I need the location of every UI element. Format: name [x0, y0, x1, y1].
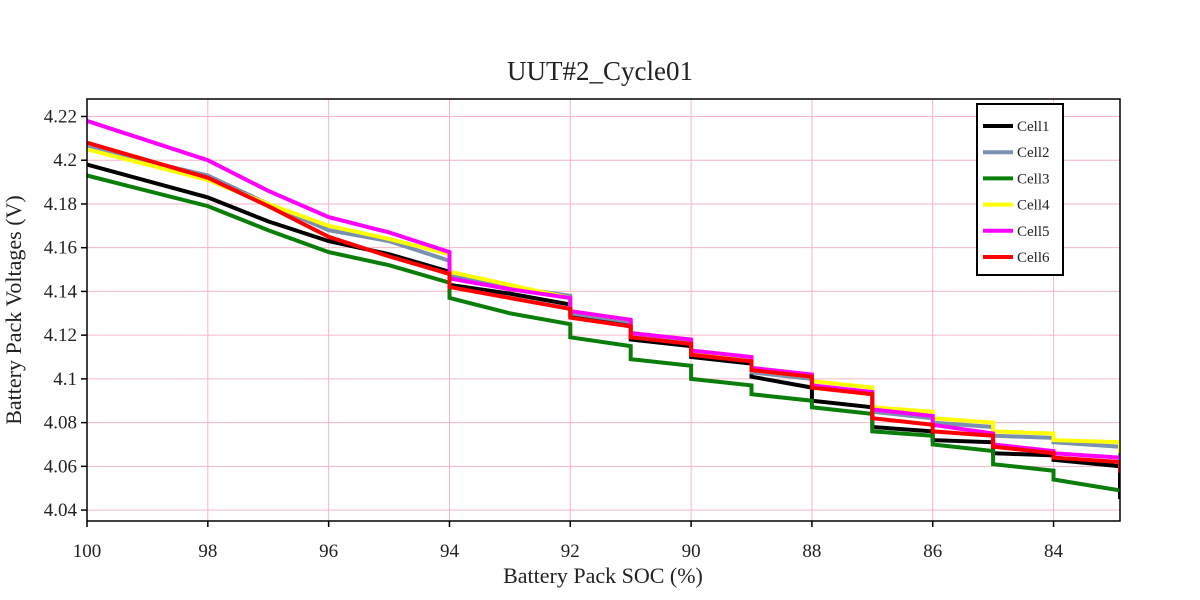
legend-label-cell6: Cell6: [1017, 250, 1050, 266]
legend-box: [976, 103, 1064, 276]
x-tick-label: 84: [1044, 541, 1064, 562]
legend-label-cell2: Cell2: [1017, 145, 1050, 161]
x-tick-label: 98: [198, 541, 217, 562]
plot-area: [87, 99, 1120, 521]
y-tick-label: 4.06: [44, 456, 77, 477]
y-tick-label: 4.1: [53, 369, 77, 390]
x-tick-label: 100: [73, 541, 102, 562]
legend-label-cell4: Cell4: [1017, 198, 1050, 214]
y-tick-label: 4.08: [44, 413, 77, 434]
x-tick-label: 86: [923, 541, 942, 562]
legend-label-cell3: Cell3: [1017, 171, 1050, 187]
y-tick-label: 4.12: [44, 325, 77, 346]
x-tick-label: 92: [561, 541, 580, 562]
y-tick-label: 4.2: [53, 150, 77, 171]
x-tick-label: 94: [440, 541, 460, 562]
series-group: [87, 118, 1120, 500]
y-tick-label: 4.18: [44, 194, 77, 215]
y-tick-label: 4.14: [44, 281, 78, 302]
x-tick-label: 96: [319, 541, 338, 562]
x-axis-label: Battery Pack SOC (%): [503, 563, 703, 588]
x-tick-label: 90: [682, 541, 701, 562]
chart-title: UUT#2_Cycle01: [507, 56, 693, 86]
y-tick-label: 4.22: [44, 106, 77, 127]
legend-label-cell5: Cell5: [1017, 224, 1050, 240]
axis-ticks: 100 98 96 94 92 90 88 86 84 4.04 4.06 4.08 4.1 4.12 4.…: [44, 106, 1064, 562]
x-tick-label: 88: [802, 541, 821, 562]
y-tick-label: 4.04: [44, 500, 78, 521]
plot-frame: [86, 98, 1121, 522]
series-line-cell6: [87, 140, 1120, 473]
legend: Cell1 Cell2 Cell3 Cell4 Cell5 Cell6: [976, 103, 1064, 276]
series-line-cell3: [87, 173, 1120, 493]
legend-label-cell1: Cell1: [1017, 119, 1050, 135]
y-axis-label: Battery Pack Voltages (V): [1, 195, 26, 425]
y-tick-label: 4.16: [44, 238, 77, 259]
